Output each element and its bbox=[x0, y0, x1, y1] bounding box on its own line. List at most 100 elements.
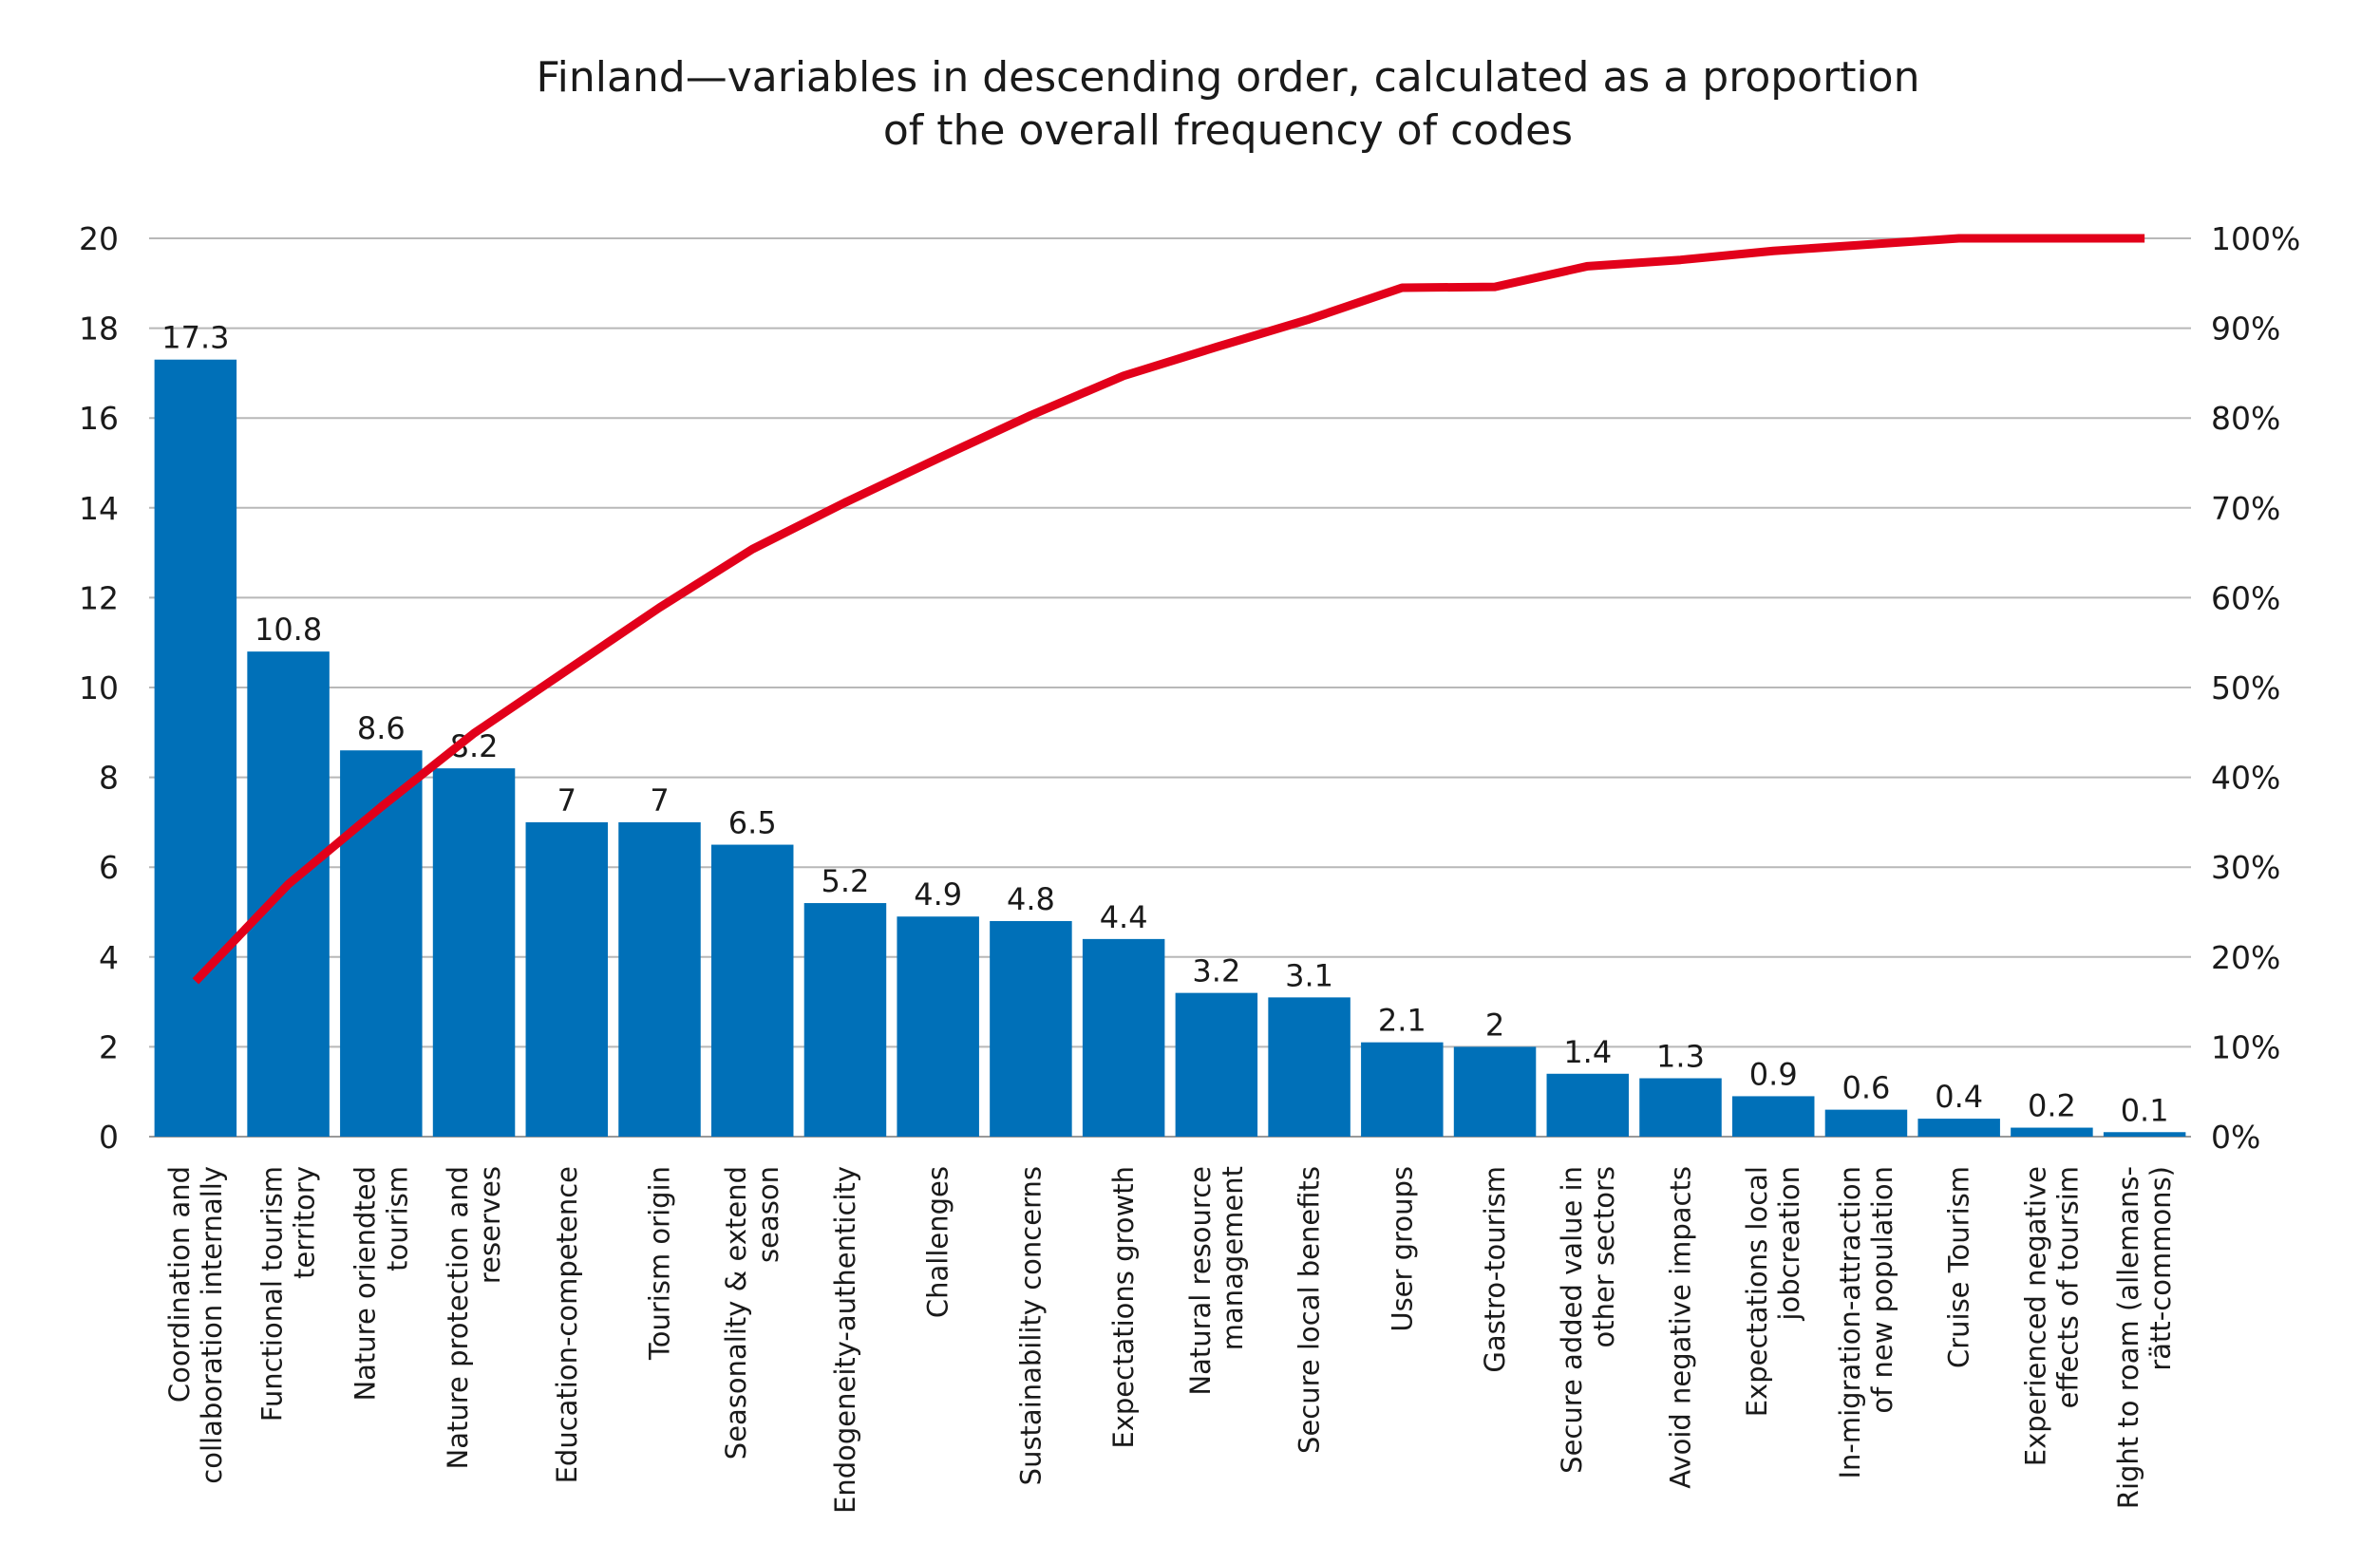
cumulative-percent-line bbox=[192, 234, 2145, 985]
bars bbox=[154, 359, 2186, 1138]
y-tick-label: 14 bbox=[79, 490, 119, 527]
x-tick-label-line: Tourism origin bbox=[644, 1166, 676, 1361]
bar bbox=[1268, 997, 1351, 1137]
x-tick-label: Expectations localjobcreation bbox=[1741, 1166, 1805, 1417]
x-tick-label-line: Nature protection and bbox=[442, 1166, 474, 1469]
bar bbox=[1917, 1119, 2000, 1137]
x-tick-label-line: Nature oriendted bbox=[349, 1166, 381, 1402]
bar bbox=[618, 821, 701, 1137]
x-tick-label: Natural resourcemanagement bbox=[1184, 1166, 1249, 1396]
x-tick-label: Nature protection andreserves bbox=[442, 1166, 506, 1469]
bar bbox=[1082, 938, 1165, 1137]
bar bbox=[803, 903, 887, 1137]
x-tick-label-line: Expectations growth bbox=[1107, 1166, 1140, 1449]
y2-tick-label: 40% bbox=[2211, 760, 2280, 797]
x-tick-label: Challenges bbox=[922, 1166, 954, 1318]
y2-tick-label: 90% bbox=[2211, 311, 2280, 348]
bar-value-label: 2.1 bbox=[1378, 1003, 1426, 1039]
x-tick-label: Coordination andcollaboration internally bbox=[163, 1166, 228, 1484]
bar-value-label: 4.4 bbox=[1100, 899, 1148, 935]
x-tick-label-line: Endogeneity-authenticity bbox=[829, 1166, 861, 1514]
x-tick-label-line: management bbox=[1217, 1166, 1249, 1350]
bar-value-label: 0.6 bbox=[1842, 1070, 1891, 1106]
x-tick-label-line: Cruise Tourism bbox=[1943, 1166, 1975, 1368]
y-tick-label: 10 bbox=[79, 669, 119, 706]
y2-tick-label: 80% bbox=[2211, 400, 2280, 437]
bar-value-label: 10.8 bbox=[255, 612, 322, 648]
x-tick-label-line: effects of toursim bbox=[2051, 1166, 2084, 1408]
bar bbox=[1453, 1046, 1537, 1137]
x-tick-label-line: Natural resource bbox=[1184, 1166, 1217, 1396]
y2-tick-label: 60% bbox=[2211, 579, 2280, 616]
y2-tick-label: 30% bbox=[2211, 849, 2280, 886]
x-tick-label: Avoid negative impacts bbox=[1665, 1166, 1697, 1489]
x-tick-label: Functional tourismterritory bbox=[256, 1166, 321, 1422]
y-tick-label: 12 bbox=[79, 579, 119, 616]
bar bbox=[2011, 1127, 2093, 1137]
x-tick-label: Education-competence bbox=[551, 1166, 583, 1483]
chart-title-line-2: of the overall frequency of codes bbox=[883, 106, 1573, 155]
x-tick-label: Nature oriendtedtourism bbox=[349, 1166, 413, 1402]
chart-title-line-1: Finland—variables in descending order, c… bbox=[537, 53, 1920, 102]
x-tick-label: Expectations growth bbox=[1107, 1166, 1140, 1449]
x-tick-label: Secure local benefits bbox=[1294, 1166, 1326, 1454]
bar-value-label: 7 bbox=[557, 782, 576, 819]
x-tick-label-line: User groups bbox=[1386, 1166, 1418, 1332]
bar bbox=[525, 821, 609, 1137]
bar-value-label: 0.4 bbox=[1935, 1079, 1983, 1115]
y2-tick-label: 20% bbox=[2211, 939, 2280, 976]
y-tick-label: 16 bbox=[79, 400, 119, 437]
y2-tick-label: 50% bbox=[2211, 669, 2280, 706]
x-tick-label-line: In-migration-attraction bbox=[1834, 1166, 1866, 1479]
x-tick-label: Sustainability concerns bbox=[1014, 1166, 1047, 1485]
x-tick-label-line: of new population bbox=[1866, 1166, 1898, 1414]
y-tick-label: 18 bbox=[79, 311, 119, 348]
y-axis-left: 0 2 4 6 8 10 12 14 16 18 20 bbox=[79, 220, 119, 1156]
x-tick-label-line: Gastro-tourism bbox=[1479, 1166, 1511, 1373]
x-tick-label-line: Right to roam (allemans- bbox=[2112, 1166, 2144, 1509]
bar bbox=[1361, 1042, 1444, 1137]
bar-value-label: 0.9 bbox=[1749, 1056, 1798, 1092]
x-tick-label: Gastro-tourism bbox=[1479, 1166, 1511, 1373]
x-tick-label: Secure added value inother sectors bbox=[1556, 1166, 1620, 1474]
bar-value-label: 3.1 bbox=[1285, 957, 1333, 993]
bar-value-label: 3.2 bbox=[1192, 953, 1240, 989]
x-tick-label: Right to roam (allemans-rätt-commons) bbox=[2112, 1166, 2177, 1509]
x-tick-label-line: Seasonality & extend bbox=[720, 1166, 752, 1459]
bar bbox=[710, 844, 794, 1137]
bar-value-label: 17.3 bbox=[161, 320, 229, 356]
y2-tick-label: 70% bbox=[2211, 490, 2280, 527]
x-tick-label-line: Functional tourism bbox=[256, 1166, 289, 1422]
bar bbox=[1175, 992, 1258, 1137]
bar-value-label: 4.8 bbox=[1007, 881, 1055, 917]
x-tick-label-line: reserves bbox=[474, 1166, 506, 1284]
x-tick-label-line: Sustainability concerns bbox=[1014, 1166, 1047, 1485]
x-tick-label-line: jobcreation bbox=[1773, 1166, 1805, 1322]
x-tick-label-line: other sectors bbox=[1588, 1166, 1620, 1348]
x-tick-label-line: season bbox=[752, 1166, 784, 1263]
x-tick-label-line: Secure added value in bbox=[1556, 1166, 1588, 1474]
bar-value-label: 1.3 bbox=[1656, 1039, 1705, 1075]
x-tick-label: Endogeneity-authenticity bbox=[829, 1166, 861, 1514]
x-tick-label-line: collaboration internally bbox=[196, 1166, 228, 1484]
bar bbox=[1639, 1078, 1722, 1137]
y2-tick-label: 0% bbox=[2211, 1119, 2260, 1156]
x-tick-label-line: rätt-commons) bbox=[2144, 1166, 2177, 1371]
x-tick-label: Experienced negativeeffects of toursim bbox=[2019, 1166, 2084, 1466]
bar-value-label: 4.9 bbox=[914, 876, 962, 913]
x-tick-label-line: Avoid negative impacts bbox=[1665, 1166, 1697, 1489]
bar bbox=[897, 916, 979, 1137]
bar-value-label: 7 bbox=[650, 782, 669, 819]
bar bbox=[1546, 1073, 1630, 1137]
x-tick-label-line: Challenges bbox=[922, 1166, 954, 1318]
bar bbox=[1824, 1109, 1908, 1137]
bar bbox=[432, 768, 516, 1137]
x-axis-labels: Coordination andcollaboration internally… bbox=[163, 1166, 2177, 1514]
y-tick-label: 2 bbox=[99, 1028, 119, 1065]
y2-tick-label: 100% bbox=[2211, 220, 2300, 257]
bar-value-label: 0.1 bbox=[2121, 1092, 2169, 1128]
y-tick-label: 8 bbox=[99, 760, 119, 797]
bar bbox=[1731, 1096, 1815, 1137]
y-tick-label: 6 bbox=[99, 849, 119, 886]
